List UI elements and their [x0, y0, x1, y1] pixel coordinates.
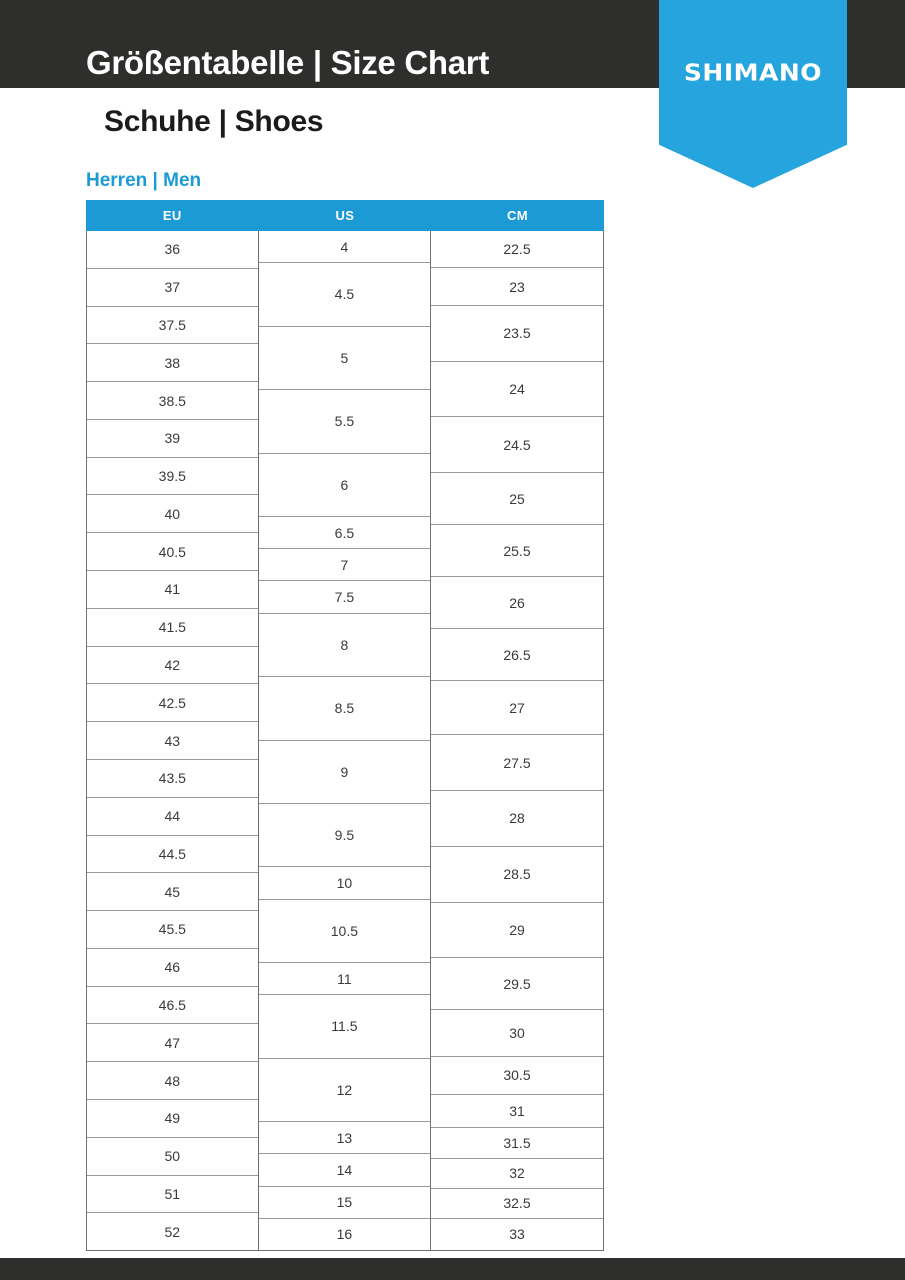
- table-cell: 26: [431, 577, 603, 630]
- footer-bar: [0, 1258, 905, 1280]
- table-cell: 45: [87, 873, 258, 912]
- table-cell: 29.5: [431, 958, 603, 1011]
- table-cell: 41.5: [87, 609, 258, 647]
- table-cell: 31: [431, 1095, 603, 1129]
- table-cell: 29: [431, 903, 603, 959]
- table-cell: 42.5: [87, 684, 258, 723]
- table-cell: 5: [258, 327, 431, 391]
- column-us: US 4 4.5 5 5.5 6 6.5 7 7.5 8 8.5 9 9.5 10 10.5 11 11.5 12…: [258, 200, 432, 1251]
- table-cell: 40.5: [87, 533, 258, 572]
- table-cell: 28: [431, 791, 603, 847]
- column-header-eu: EU: [86, 200, 259, 231]
- table-cell: 4: [258, 231, 431, 264]
- table-cell: 36: [87, 231, 258, 269]
- column-eu: EU 36 37 37.5 38 38.5 39 39.5 40 40.5 41 41.5 42 42.5…: [86, 200, 259, 1251]
- table-cell: 10.5: [258, 900, 431, 964]
- table-cell: 38.5: [87, 382, 258, 420]
- table-cell: 24: [431, 362, 603, 418]
- table-cell: 42: [87, 647, 258, 685]
- table-cell: 12: [258, 1059, 431, 1123]
- table-cell: 37: [87, 269, 258, 307]
- table-cell: 8: [258, 614, 431, 678]
- page-subtitle: Schuhe | Shoes: [104, 105, 324, 138]
- table-cell: 23.5: [431, 306, 603, 362]
- table-cell: 41: [87, 571, 258, 609]
- table-cell: 30.5: [431, 1057, 603, 1095]
- table-cell: 13: [258, 1122, 431, 1155]
- table-cell: 45.5: [87, 911, 258, 949]
- table-cell: 40: [87, 495, 258, 534]
- table-cell: 23: [431, 268, 603, 306]
- column-body-cm: 22.5 23 23.5 24 24.5 25 25.5 26 26.5 27 27.5 28 28.5…: [431, 231, 604, 1251]
- column-body-eu: 36 37 37.5 38 38.5 39 39.5 40 40.5 41 41.5 42 42.5 43…: [86, 231, 259, 1251]
- table-cell: 32: [431, 1159, 603, 1189]
- table-cell: 15: [258, 1187, 431, 1219]
- table-cell: 27.5: [431, 735, 603, 792]
- table-cell: 25.5: [431, 525, 603, 578]
- table-cell: 43.5: [87, 760, 258, 798]
- table-cell: 6: [258, 454, 431, 517]
- table-cell: 33: [509, 1226, 525, 1243]
- table-cell: 46.5: [87, 987, 258, 1025]
- table-cell: 24.5: [431, 417, 603, 474]
- table-cell: 11.5: [258, 995, 431, 1059]
- table-cell: 27: [431, 681, 603, 736]
- column-cm: CM 22.5 23 23.5 24 24.5 25 25.5 26 26.5 27 27.5 28 28…: [431, 200, 604, 1251]
- size-chart-table: EU 36 37 37.5 38 38.5 39 39.5 40 40.5 41 41.5 42 42.5…: [86, 200, 604, 1251]
- table-cell: 39: [87, 420, 258, 458]
- table-cell: 7: [258, 549, 431, 582]
- table-cell: 16: [336, 1226, 353, 1243]
- shimano-wordmark: SHIMANO: [683, 59, 823, 86]
- table-cell: 47: [87, 1024, 258, 1063]
- table-cell: 22.5: [431, 231, 603, 269]
- table-cell: 44.5: [87, 836, 258, 874]
- table-cell: 9: [258, 741, 431, 804]
- column-header-us: US: [258, 200, 432, 231]
- table-cell: 37.5: [87, 307, 258, 345]
- table-cell: 32.5: [431, 1189, 603, 1219]
- table-cell: 52: [164, 1223, 181, 1240]
- table-cell: 43: [87, 722, 258, 760]
- table-cell: 31.5: [431, 1128, 603, 1159]
- table-cell: 48: [87, 1062, 258, 1100]
- table-cell: 30: [431, 1010, 603, 1058]
- shimano-logo: SHIMANO: [659, 0, 847, 188]
- table-cell: 44: [87, 798, 258, 836]
- table-cell: 50: [87, 1138, 258, 1176]
- table-cell: 51: [87, 1176, 258, 1214]
- page-title: Größentabelle | Size Chart: [86, 44, 490, 81]
- table-cell: 4.5: [258, 263, 431, 327]
- table-cell: 6.5: [258, 517, 431, 550]
- table-cell: 10: [258, 867, 431, 900]
- section-heading: Herren | Men: [86, 170, 202, 191]
- table-cell: 8.5: [258, 677, 431, 741]
- table-cell: 9.5: [258, 804, 431, 868]
- table-cell: 38: [87, 344, 258, 383]
- table-cell: 28.5: [431, 847, 603, 903]
- table-cell: 11: [258, 963, 431, 996]
- column-body-us: 4 4.5 5 5.5 6 6.5 7 7.5 8 8.5 9 9.5 10 10.5 11 11.5 12 13…: [258, 231, 432, 1251]
- table-cell: 39.5: [87, 458, 258, 496]
- table-cell: 7.5: [258, 581, 431, 614]
- table-cell: 14: [258, 1154, 431, 1187]
- table-cell: 46: [87, 949, 258, 987]
- table-cell: 26.5: [431, 629, 603, 682]
- column-header-cm: CM: [431, 200, 604, 231]
- table-cell: 49: [87, 1100, 258, 1138]
- table-cell: 5.5: [258, 390, 431, 454]
- table-cell: 25: [431, 473, 603, 526]
